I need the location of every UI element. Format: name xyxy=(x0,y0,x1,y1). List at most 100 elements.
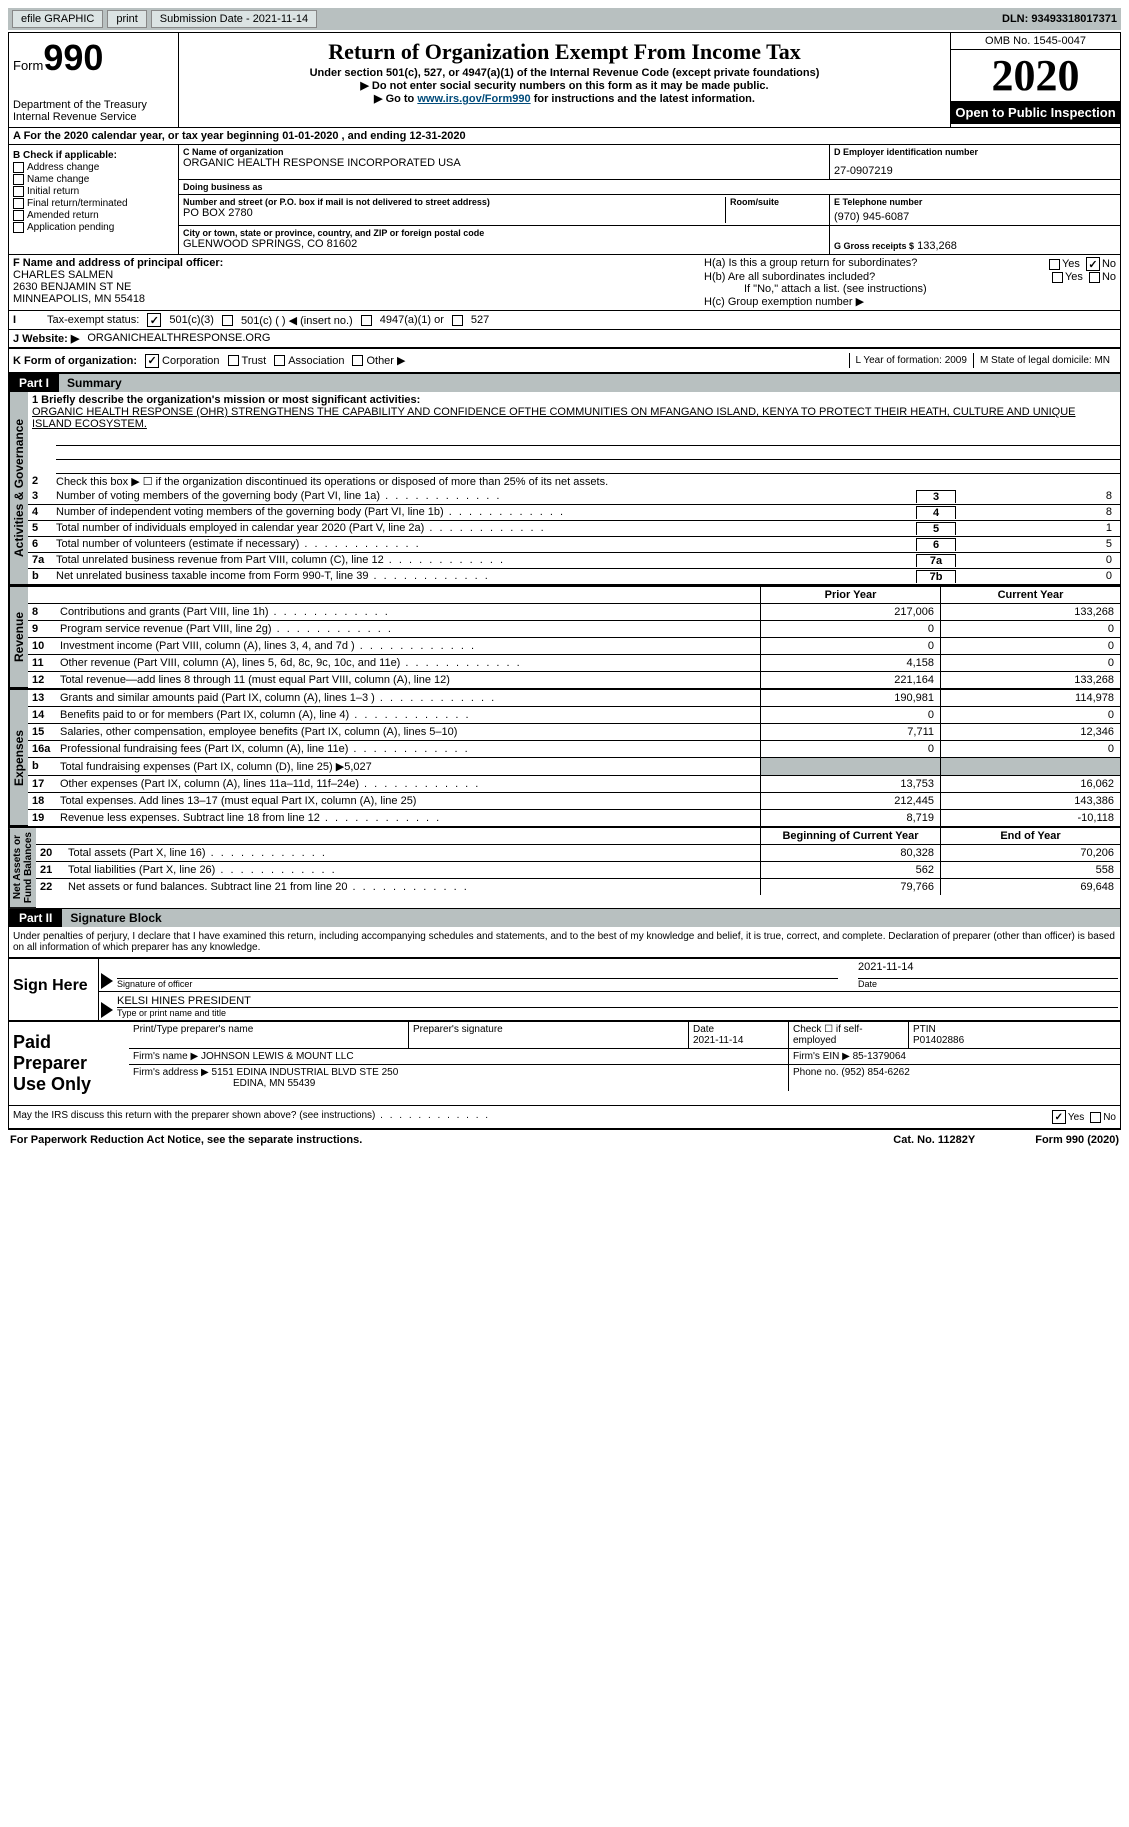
efile-button[interactable]: efile GRAPHIC xyxy=(12,10,103,28)
line9-prior: 0 xyxy=(760,621,940,637)
ha-yes[interactable] xyxy=(1049,259,1060,270)
sign-here-label: Sign Here xyxy=(9,959,99,1020)
paperwork-notice: For Paperwork Reduction Act Notice, see … xyxy=(10,1134,362,1146)
firm-ein: 85-1379064 xyxy=(853,1051,906,1062)
q6: Total number of volunteers (estimate if … xyxy=(56,538,916,550)
line18-curr: 143,386 xyxy=(940,793,1120,809)
dept-label: Department of the Treasury Internal Reve… xyxy=(13,99,174,123)
line16a-prior: 0 xyxy=(760,741,940,757)
ha-label: H(a) Is this a group return for subordin… xyxy=(704,257,1043,271)
line16a: Professional fundraising fees (Part IX, … xyxy=(56,741,760,757)
q6-val: 5 xyxy=(956,538,1116,550)
activities-governance-label: Activities & Governance xyxy=(9,392,28,585)
line15-prior: 7,711 xyxy=(760,724,940,740)
hb-yes[interactable] xyxy=(1052,272,1063,283)
col-b-checkboxes: B Check if applicable: Address change Na… xyxy=(9,145,179,254)
line11-prior: 4,158 xyxy=(760,655,940,671)
line16b: Total fundraising expenses (Part IX, col… xyxy=(56,758,760,775)
blank-line xyxy=(56,432,1120,446)
line10-prior: 0 xyxy=(760,638,940,654)
hc-label: H(c) Group exemption number ▶ xyxy=(704,295,1116,308)
beg-year-header: Beginning of Current Year xyxy=(760,828,940,844)
discuss-no[interactable] xyxy=(1090,1112,1101,1123)
ein: 27-0907219 xyxy=(834,157,1116,177)
room-label: Room/suite xyxy=(730,197,825,207)
prep-name-label: Print/Type preparer's name xyxy=(129,1022,409,1048)
form-title: Return of Organization Exempt From Incom… xyxy=(183,39,946,65)
firm-name-label: Firm's name ▶ xyxy=(133,1051,198,1062)
line21-beg: 562 xyxy=(760,862,940,878)
f-label: F Name and address of principal officer: xyxy=(13,257,696,269)
org-name: ORGANIC HEALTH RESPONSE INCORPORATED USA xyxy=(183,157,825,169)
check-pending[interactable] xyxy=(13,222,24,233)
check-assoc[interactable] xyxy=(274,355,285,366)
check-amended[interactable] xyxy=(13,210,24,221)
prep-date: 2021-11-14 xyxy=(693,1035,743,1046)
check-trust[interactable] xyxy=(228,355,239,366)
q4-val: 8 xyxy=(956,506,1116,518)
pointer-icon xyxy=(101,1002,113,1018)
org-city: GLENWOOD SPRINGS, CO 81602 xyxy=(183,238,825,250)
pointer-icon xyxy=(101,973,113,989)
print-button[interactable]: print xyxy=(107,10,146,28)
sig-date-label: Date xyxy=(858,979,1118,989)
check-corp[interactable]: ✓ xyxy=(145,354,159,368)
line17-prior: 13,753 xyxy=(760,776,940,792)
line14: Benefits paid to or for members (Part IX… xyxy=(56,707,760,723)
l-label: L Year of formation: xyxy=(856,355,942,366)
check-other[interactable] xyxy=(352,355,363,366)
ha-no[interactable]: ✓ xyxy=(1086,257,1100,271)
line9-curr: 0 xyxy=(940,621,1120,637)
line13: Grants and similar amounts paid (Part IX… xyxy=(56,690,760,706)
submission-date: Submission Date - 2021-11-14 xyxy=(151,10,317,28)
c-label: C Name of organization xyxy=(183,147,825,157)
line16a-curr: 0 xyxy=(940,741,1120,757)
line19-prior: 8,719 xyxy=(760,810,940,826)
line8-curr: 133,268 xyxy=(940,604,1120,620)
check-527[interactable] xyxy=(452,315,463,326)
phone: (970) 945-6087 xyxy=(834,207,1116,223)
prior-year-header: Prior Year xyxy=(760,587,940,603)
line10: Investment income (Part VIII, column (A)… xyxy=(56,638,760,654)
org-address: PO BOX 2780 xyxy=(183,207,725,219)
check-final[interactable] xyxy=(13,198,24,209)
hb-no[interactable] xyxy=(1089,272,1100,283)
col-b-header: B Check if applicable: xyxy=(13,150,174,161)
q5-val: 1 xyxy=(956,522,1116,534)
line21: Total liabilities (Part X, line 26) xyxy=(64,862,760,878)
check-501c[interactable] xyxy=(222,315,233,326)
line9: Program service revenue (Part VIII, line… xyxy=(56,621,760,637)
g-label: G Gross receipts $ xyxy=(834,241,914,251)
addr-label: Number and street (or P.O. box if mail i… xyxy=(183,197,725,207)
q2: Check this box ▶ ☐ if the organization d… xyxy=(56,475,1116,488)
open-to-public: Open to Public Inspection xyxy=(951,101,1120,124)
line12-prior: 221,164 xyxy=(760,672,940,688)
firm-phone: (952) 854-6262 xyxy=(841,1067,909,1078)
line14-curr: 0 xyxy=(940,707,1120,723)
check-initial[interactable] xyxy=(13,186,24,197)
hb-label: H(b) Are all subordinates included? xyxy=(704,271,1046,283)
line13-prior: 190,981 xyxy=(760,690,940,706)
firm-addr1: 5151 EDINA INDUSTRIAL BLVD STE 250 xyxy=(212,1067,399,1078)
check-4947[interactable] xyxy=(361,315,372,326)
check-address[interactable] xyxy=(13,162,24,173)
prep-date-label: Date xyxy=(693,1024,714,1035)
discuss-yes[interactable]: ✓ xyxy=(1052,1110,1066,1124)
row-a-period: A For the 2020 calendar year, or tax yea… xyxy=(9,128,1120,145)
line19: Revenue less expenses. Subtract line 18 … xyxy=(56,810,760,826)
line11-curr: 0 xyxy=(940,655,1120,671)
dba-label: Doing business as xyxy=(183,182,1116,192)
irs-link[interactable]: www.irs.gov/Form990 xyxy=(417,93,530,105)
q4: Number of independent voting members of … xyxy=(56,506,916,518)
check-501c3[interactable]: ✓ xyxy=(147,313,161,327)
form-990: Form990 Department of the Treasury Inter… xyxy=(8,32,1121,1129)
line17: Other expenses (Part IX, column (A), lin… xyxy=(56,776,760,792)
line22-end: 69,648 xyxy=(940,879,1120,895)
ptin-label: PTIN xyxy=(913,1024,936,1035)
year-formation: 2009 xyxy=(945,355,967,366)
line20: Total assets (Part X, line 16) xyxy=(64,845,760,861)
firm-phone-label: Phone no. xyxy=(793,1067,839,1078)
line21-end: 558 xyxy=(940,862,1120,878)
part2-tab: Part II xyxy=(9,909,62,927)
check-name[interactable] xyxy=(13,174,24,185)
